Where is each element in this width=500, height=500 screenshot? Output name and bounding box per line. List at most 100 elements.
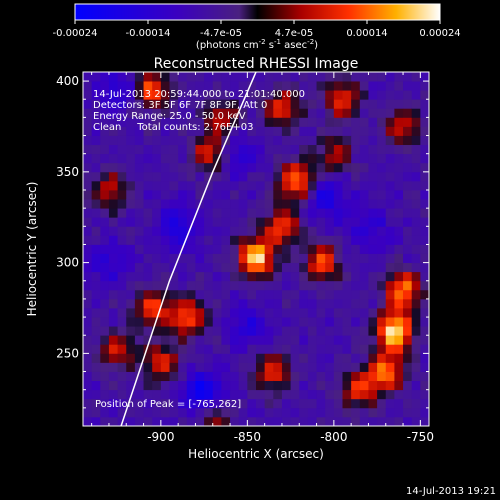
heatmap-cell: [143, 108, 153, 118]
heatmap-cell: [108, 262, 118, 273]
heatmap-cell: [91, 326, 101, 336]
heatmap-cell: [169, 72, 179, 82]
heatmap-cell: [100, 90, 110, 100]
heatmap-cell: [273, 262, 283, 273]
heatmap-cell: [368, 262, 378, 273]
heatmap-cell: [333, 262, 343, 273]
heatmap-cell: [247, 362, 257, 372]
heatmap-cell: [212, 317, 222, 327]
heatmap-cell: [420, 362, 429, 372]
heatmap-cell: [290, 280, 300, 291]
heatmap-cell: [238, 244, 248, 254]
heatmap-cell: [325, 153, 335, 164]
heatmap-cell: [273, 153, 283, 164]
heatmap-cell: [152, 117, 162, 127]
heatmap-cell: [307, 81, 317, 91]
heatmap-cell: [411, 298, 421, 309]
heatmap-cell: [204, 308, 214, 318]
heatmap-cell: [385, 135, 395, 146]
heatmap-cell: [281, 162, 291, 173]
heatmap-cell: [394, 289, 404, 300]
heatmap-cell: [117, 280, 127, 291]
heatmap-cell: [186, 380, 196, 391]
heatmap-cell: [359, 398, 369, 409]
heatmap-cell: [394, 90, 404, 100]
heatmap-cell: [143, 117, 153, 127]
heatmap-cell: [307, 99, 317, 109]
heatmap-cell: [212, 117, 222, 127]
heatmap-cell: [403, 326, 413, 336]
y-tick-label: 250: [56, 346, 79, 360]
heatmap-cell: [325, 326, 335, 336]
heatmap-cell: [420, 208, 429, 218]
heatmap-cell: [342, 153, 352, 164]
heatmap-cell: [359, 81, 369, 91]
heatmap-cell: [212, 371, 222, 382]
heatmap-cell: [351, 126, 361, 136]
heatmap-cell: [420, 135, 429, 146]
heatmap-cell: [290, 407, 300, 418]
heatmap-cell: [238, 81, 248, 91]
heatmap-cell: [333, 190, 343, 200]
heatmap-cell: [212, 90, 222, 100]
heatmap-cell: [91, 72, 101, 82]
heatmap-cell: [290, 308, 300, 318]
heatmap-cell: [256, 407, 266, 418]
heatmap-cell: [281, 335, 291, 345]
heatmap-cell: [204, 117, 214, 127]
heatmap-cell: [230, 326, 240, 336]
heatmap-cell: [359, 262, 369, 273]
heatmap-cell: [117, 171, 127, 182]
heatmap-cell: [299, 99, 309, 109]
heatmap-cell: [316, 407, 326, 418]
heatmap-cell: [394, 226, 404, 236]
heatmap-cell: [403, 199, 413, 209]
heatmap-cell: [126, 326, 136, 336]
heatmap-cell: [377, 81, 387, 91]
heatmap-cell: [212, 180, 222, 191]
heatmap-cell: [178, 317, 188, 327]
heatmap-cell: [186, 362, 196, 372]
heatmap-cell: [247, 99, 257, 109]
heatmap-cell: [117, 190, 127, 200]
heatmap-cell: [351, 271, 361, 282]
heatmap-cell: [238, 72, 248, 82]
heatmap-cell: [420, 235, 429, 245]
heatmap-cell: [152, 298, 162, 309]
heatmap-cell: [247, 126, 257, 136]
heatmap-cell: [160, 171, 170, 182]
heatmap-cell: [204, 90, 214, 100]
heatmap-cell: [385, 271, 395, 282]
heatmap-cell: [212, 326, 222, 336]
heatmap-cell: [169, 208, 179, 218]
heatmap-cell: [368, 217, 378, 227]
heatmap-cell: [134, 171, 144, 182]
heatmap-cell: [411, 353, 421, 363]
heatmap-cell: [394, 271, 404, 282]
heatmap-cell: [126, 217, 136, 227]
heatmap-cell: [264, 317, 274, 327]
heatmap-cell: [403, 217, 413, 227]
heatmap-cell: [264, 117, 274, 127]
heatmap-cell: [178, 126, 188, 136]
heatmap-cell: [316, 81, 326, 91]
heatmap-cell: [212, 389, 222, 400]
heatmap-cell: [178, 262, 188, 273]
heatmap-cell: [342, 362, 352, 372]
heatmap-cell: [152, 180, 162, 191]
heatmap-cell: [143, 72, 153, 82]
heatmap-cell: [325, 190, 335, 200]
heatmap-cell: [108, 317, 118, 327]
heatmap-cell: [333, 253, 343, 264]
heatmap-cell: [186, 153, 196, 164]
heatmap-cell: [126, 180, 136, 191]
heatmap-cell: [264, 171, 274, 182]
heatmap-cell: [186, 253, 196, 264]
heatmap-cell: [307, 289, 317, 300]
heatmap-cell: [342, 72, 352, 82]
heatmap-cell: [264, 180, 274, 191]
heatmap-cell: [186, 144, 196, 155]
heatmap-cell: [195, 135, 205, 146]
heatmap-cell: [256, 235, 266, 245]
heatmap-cell: [377, 99, 387, 109]
